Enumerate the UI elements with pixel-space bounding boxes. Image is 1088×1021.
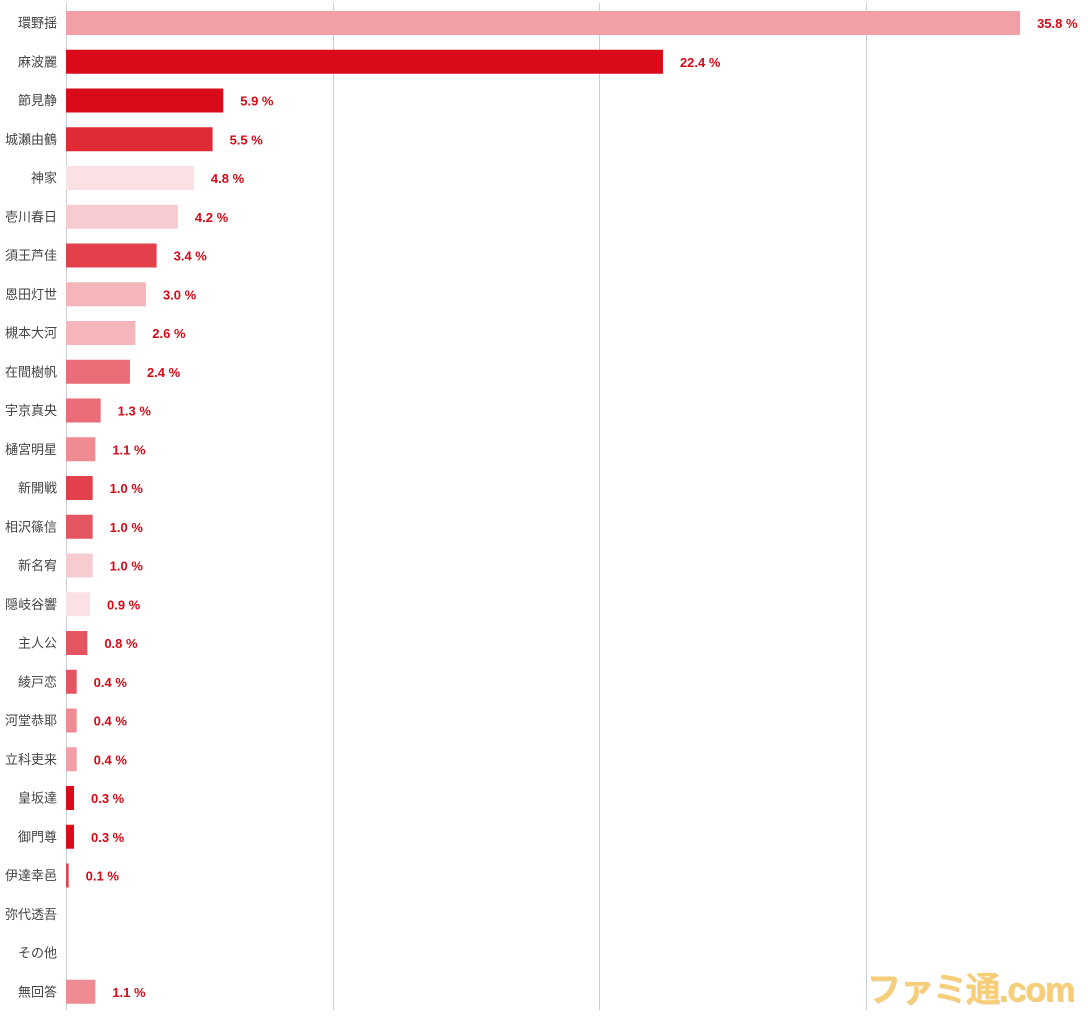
bar bbox=[66, 747, 77, 772]
category-label: 節見静 bbox=[18, 94, 57, 109]
bar bbox=[66, 166, 194, 190]
category-label: 環野揺 bbox=[18, 17, 57, 32]
bar bbox=[66, 49, 663, 74]
value-label: 2.4 % bbox=[147, 365, 181, 380]
bar bbox=[66, 11, 1021, 35]
value-label: 4.8 % bbox=[211, 171, 245, 186]
value-label: 0.4 % bbox=[94, 752, 128, 767]
category-labels: 環野揺麻波麗節見静城瀬由鶴神家壱川春日須王芦佳恩田灯世槻本大河在間樹帆宇京真央樋… bbox=[5, 17, 57, 1001]
value-label: 1.1 % bbox=[112, 985, 146, 1000]
value-label: 0.1 % bbox=[86, 869, 120, 884]
bar bbox=[66, 127, 213, 152]
category-label: 神家 bbox=[31, 171, 57, 187]
category-label: 伊達幸邑 bbox=[5, 869, 57, 884]
bar bbox=[66, 824, 74, 849]
famitsu-watermark-logo: ファミ通.com bbox=[866, 971, 1075, 1009]
value-label: 4.2 % bbox=[195, 210, 229, 225]
category-label: 無回答 bbox=[18, 984, 57, 1000]
bar bbox=[66, 553, 93, 578]
bar bbox=[66, 437, 96, 462]
value-label: 0.4 % bbox=[94, 714, 128, 729]
bar bbox=[66, 398, 101, 423]
bar bbox=[66, 979, 96, 1004]
category-label: 隠岐谷響 bbox=[5, 597, 57, 613]
category-label: 新名宥 bbox=[18, 558, 57, 574]
value-label: 1.0 % bbox=[110, 481, 144, 496]
value-label: 2.6 % bbox=[152, 326, 186, 341]
category-label: 河堂恭耶 bbox=[5, 714, 57, 729]
bar bbox=[66, 669, 77, 694]
bar bbox=[66, 592, 90, 617]
bar bbox=[66, 204, 178, 229]
category-label: 主人公 bbox=[18, 637, 57, 652]
category-label: 須王芦佳 bbox=[5, 249, 57, 264]
bar bbox=[66, 863, 69, 888]
bar bbox=[66, 243, 157, 268]
value-label: 3.4 % bbox=[174, 249, 208, 264]
value-label: 0.4 % bbox=[94, 675, 128, 690]
bar bbox=[66, 321, 136, 345]
value-label: 1.3 % bbox=[118, 404, 152, 419]
bar bbox=[66, 708, 77, 733]
value-label: 0.8 % bbox=[104, 636, 138, 651]
category-label: 皇坂達 bbox=[18, 792, 57, 807]
bar bbox=[66, 282, 146, 307]
category-label: 新開戦 bbox=[18, 481, 57, 497]
value-label: 5.9 % bbox=[240, 94, 274, 109]
value-label: 3.0 % bbox=[163, 287, 197, 302]
category-label: 在間樹帆 bbox=[5, 365, 57, 380]
bar bbox=[66, 88, 224, 113]
category-label: 宇京真央 bbox=[5, 404, 57, 419]
bar bbox=[66, 786, 74, 810]
value-labels: 35.8 % 22.4 % 5.9 % 5.5 % 4.8 % 4.2 % 3.4 % 3.0… bbox=[86, 16, 1078, 1000]
value-label: 1.1 % bbox=[112, 442, 146, 457]
category-label: 弥代透吾 bbox=[5, 907, 57, 923]
value-label: 0.3 % bbox=[91, 830, 125, 845]
value-label: 1.0 % bbox=[110, 559, 144, 574]
category-label: 立科吏来 bbox=[5, 752, 57, 768]
category-label: 綾戸恋 bbox=[18, 674, 57, 690]
bar bbox=[66, 476, 93, 500]
value-label: 0.3 % bbox=[91, 791, 125, 806]
value-label: 0.9 % bbox=[107, 597, 141, 612]
bar bbox=[66, 631, 88, 655]
value-label: 1.0 % bbox=[110, 520, 144, 535]
category-label: 相沢篠信 bbox=[5, 520, 57, 535]
value-label: 35.8 % bbox=[1037, 16, 1078, 31]
category-label: 城瀬由鶴 bbox=[5, 132, 57, 148]
category-label: 槻本大河 bbox=[5, 326, 57, 342]
grid-lines bbox=[66, 3, 867, 1010]
category-label: 壱川春日 bbox=[5, 210, 57, 225]
value-label: 5.5 % bbox=[230, 132, 264, 147]
category-label: その他 bbox=[18, 947, 57, 962]
value-label: 22.4 % bbox=[680, 55, 721, 70]
category-label: 麻波麗 bbox=[18, 55, 57, 70]
bars bbox=[66, 11, 1021, 1004]
category-label: 樋宮明星 bbox=[5, 442, 57, 458]
category-label: 恩田灯世 bbox=[5, 288, 57, 303]
bar bbox=[66, 359, 130, 384]
bar bbox=[66, 514, 93, 539]
category-label: 御門尊 bbox=[18, 829, 57, 845]
